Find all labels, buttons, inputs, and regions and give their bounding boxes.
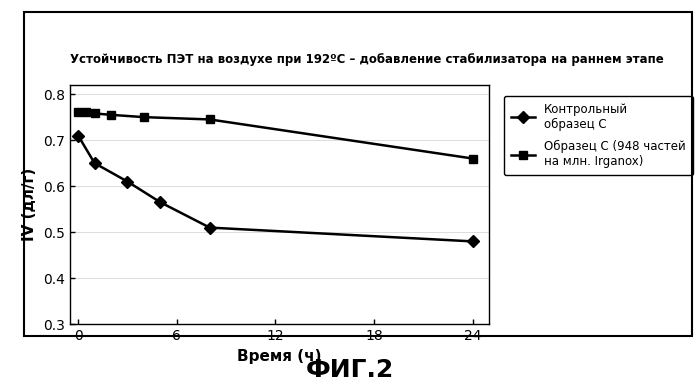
Text: ФИГ.2: ФИГ.2 bbox=[305, 358, 394, 382]
Образец С (948 частей
на млн. Irganox) bbox=[140, 115, 148, 119]
Образец С (948 частей
на млн. Irganox) bbox=[468, 156, 477, 161]
Контрольный
образец С bbox=[156, 200, 164, 205]
Line: Образец С (948 частей
на млн. Irganox): Образец С (948 частей на млн. Irganox) bbox=[74, 107, 477, 163]
Контрольный
образец С bbox=[206, 225, 214, 230]
Y-axis label: IV (дл/г): IV (дл/г) bbox=[22, 168, 38, 241]
Образец С (948 частей
на млн. Irganox) bbox=[107, 113, 115, 117]
Контрольный
образец С bbox=[123, 179, 131, 184]
Контрольный
образец С bbox=[468, 239, 477, 244]
Контрольный
образец С bbox=[90, 161, 99, 166]
Образец С (948 частей
на млн. Irganox) bbox=[206, 117, 214, 122]
Контрольный
образец С bbox=[74, 133, 82, 138]
Text: Устойчивость ПЭТ на воздухе при 192ºC – добавление стабилизатора на раннем этапе: Устойчивость ПЭТ на воздухе при 192ºC – … bbox=[70, 52, 663, 66]
Legend: Контрольный
образец С, Образец С (948 частей
на млн. Irganox): Контрольный образец С, Образец С (948 ча… bbox=[504, 96, 693, 175]
Образец С (948 частей
на млн. Irganox) bbox=[90, 111, 99, 116]
Line: Контрольный
образец С: Контрольный образец С bbox=[74, 131, 477, 245]
Образец С (948 частей
на млн. Irganox) bbox=[74, 109, 82, 114]
X-axis label: Время (ч): Время (ч) bbox=[238, 349, 322, 364]
Образец С (948 частей
на млн. Irganox) bbox=[82, 109, 91, 114]
